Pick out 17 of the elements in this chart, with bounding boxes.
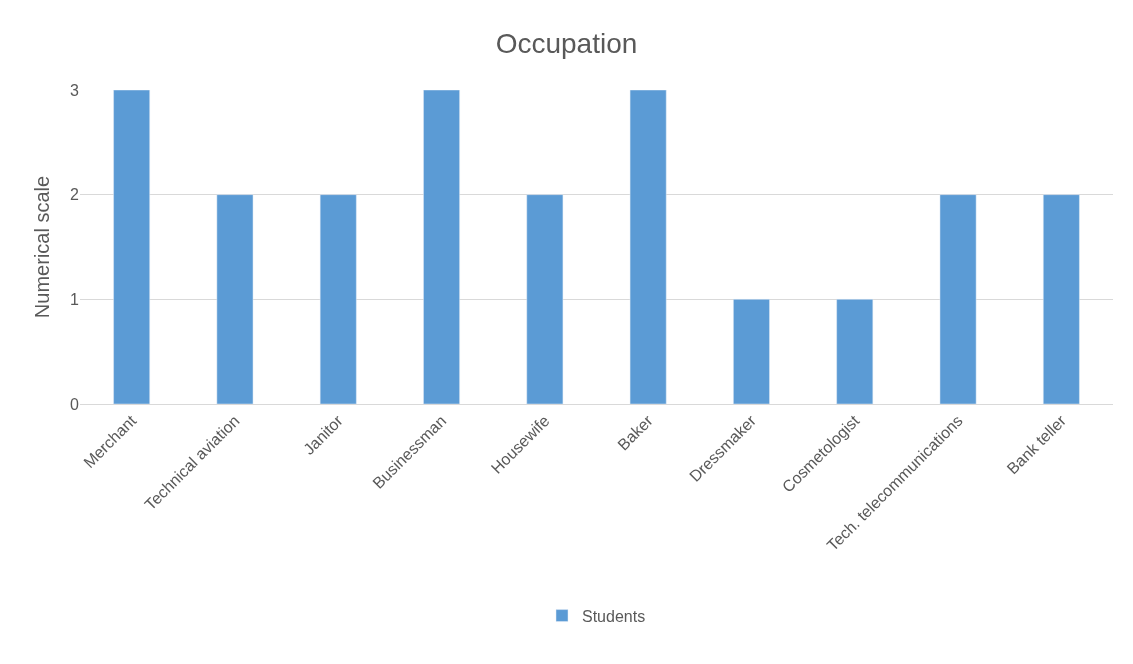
y-tick-label: 3 xyxy=(70,81,80,99)
bar xyxy=(836,299,874,404)
bar xyxy=(733,299,770,404)
bar xyxy=(629,90,667,404)
bar xyxy=(1043,194,1080,404)
bar xyxy=(216,194,254,404)
y-tick-label: 0 xyxy=(70,395,80,413)
legend-label: Students xyxy=(582,607,646,625)
bar xyxy=(526,194,564,404)
bar xyxy=(939,194,977,404)
bar xyxy=(113,90,150,404)
chart-title: Occupation xyxy=(495,27,638,59)
bar xyxy=(423,90,460,404)
bar xyxy=(319,194,357,404)
y-axis-title: Numerical scale xyxy=(30,175,53,319)
y-tick-label: 1 xyxy=(70,290,80,308)
y-tick-label: 2 xyxy=(70,186,80,204)
